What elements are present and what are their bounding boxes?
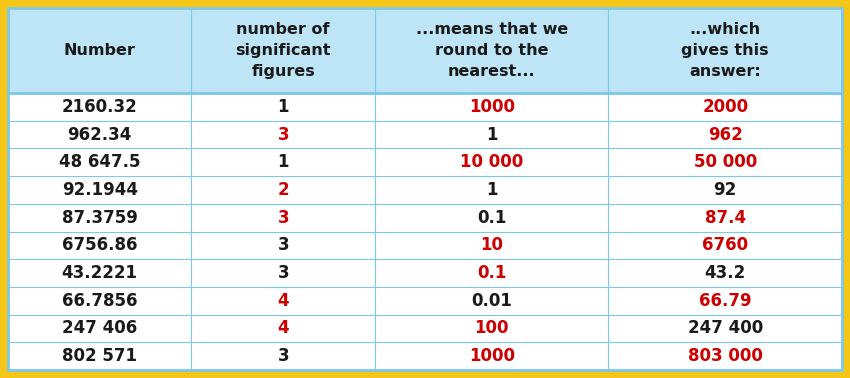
Text: 962: 962 [708, 125, 743, 144]
Text: 87.4: 87.4 [705, 209, 745, 227]
Text: 247 400: 247 400 [688, 319, 762, 338]
Text: 66.79: 66.79 [699, 292, 751, 310]
Text: 3: 3 [277, 125, 289, 144]
Text: 4: 4 [277, 292, 289, 310]
Text: 6760: 6760 [702, 236, 748, 254]
Text: 10: 10 [480, 236, 503, 254]
Text: 1: 1 [277, 153, 289, 171]
Text: 962.34: 962.34 [67, 125, 132, 144]
Text: 92: 92 [714, 181, 737, 199]
Text: 2: 2 [277, 181, 289, 199]
Text: 1: 1 [486, 125, 497, 144]
Text: 247 406: 247 406 [62, 319, 138, 338]
Text: 0.1: 0.1 [477, 264, 507, 282]
Text: 1000: 1000 [468, 98, 515, 116]
Text: 87.3759: 87.3759 [62, 209, 138, 227]
Text: 3: 3 [277, 264, 289, 282]
Text: 1000: 1000 [468, 347, 515, 365]
Text: 48 647.5: 48 647.5 [59, 153, 140, 171]
Text: number of
significant
figures: number of significant figures [235, 22, 331, 79]
Text: 100: 100 [474, 319, 509, 338]
Text: 2160.32: 2160.32 [62, 98, 138, 116]
Text: 3: 3 [277, 209, 289, 227]
Text: 50 000: 50 000 [694, 153, 756, 171]
Text: 0.1: 0.1 [477, 209, 507, 227]
Text: 6756.86: 6756.86 [62, 236, 138, 254]
Text: ...which
gives this
answer:: ...which gives this answer: [682, 22, 769, 79]
Text: 3: 3 [277, 347, 289, 365]
Text: 4: 4 [277, 319, 289, 338]
Text: 2000: 2000 [702, 98, 748, 116]
Text: ...means that we
round to the
nearest...: ...means that we round to the nearest... [416, 22, 568, 79]
Text: 802 571: 802 571 [62, 347, 137, 365]
Text: 43.2: 43.2 [705, 264, 745, 282]
Text: 1: 1 [486, 181, 497, 199]
Text: 0.01: 0.01 [471, 292, 513, 310]
Text: 92.1944: 92.1944 [62, 181, 138, 199]
Text: Number: Number [64, 43, 136, 58]
Text: 803 000: 803 000 [688, 347, 762, 365]
Text: 3: 3 [277, 236, 289, 254]
Text: 1: 1 [277, 98, 289, 116]
Text: 10 000: 10 000 [460, 153, 524, 171]
Bar [8, 93, 842, 370]
Text: 43.2221: 43.2221 [62, 264, 138, 282]
Text: 66.7856: 66.7856 [62, 292, 138, 310]
Bar [8, 8, 842, 93]
